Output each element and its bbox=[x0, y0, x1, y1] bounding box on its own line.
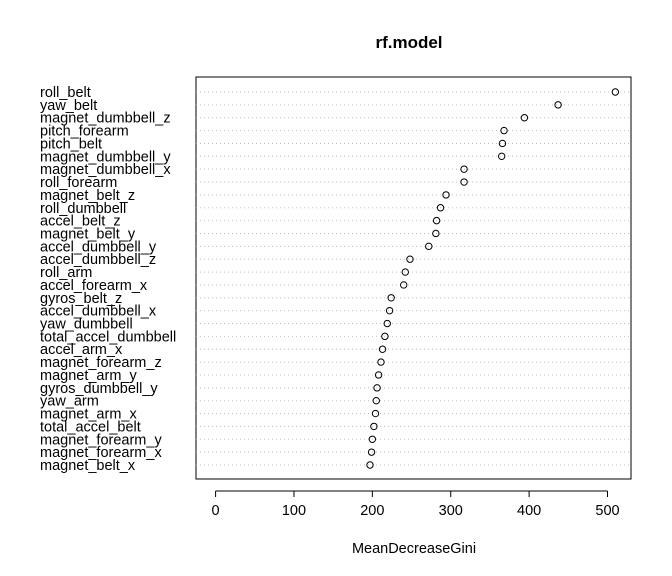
x-tick-label: 500 bbox=[595, 503, 619, 519]
x-tick-label: 0 bbox=[212, 503, 220, 519]
data-point bbox=[374, 371, 383, 379]
variable-label: magnet_forearm_x bbox=[40, 445, 162, 461]
grid-lines bbox=[196, 91, 631, 466]
x-tick-label: 200 bbox=[360, 503, 384, 519]
data-point bbox=[387, 294, 395, 302]
x-axis-label: MeanDecreaseGini bbox=[352, 541, 476, 557]
data-point bbox=[373, 384, 381, 392]
variable-label: yaw_belt bbox=[40, 98, 97, 114]
variable-label: accel_dumbbell_x bbox=[40, 304, 157, 320]
plot-frame bbox=[195, 76, 632, 480]
data-point bbox=[370, 422, 378, 431]
data-point bbox=[500, 126, 508, 135]
data-point bbox=[385, 306, 394, 315]
data-point bbox=[366, 461, 374, 469]
x-tick-label: 100 bbox=[282, 503, 306, 519]
variable-label: total_accel_dumbbell bbox=[40, 329, 176, 345]
variable-label: roll_arm bbox=[40, 265, 92, 281]
data-point bbox=[406, 255, 414, 263]
data-point bbox=[381, 332, 389, 341]
data-point bbox=[372, 396, 380, 405]
variable-label: magnet_forearm_z bbox=[40, 355, 162, 371]
variable-label: pitch_belt bbox=[40, 136, 102, 152]
data-point bbox=[400, 281, 408, 289]
variable-label: magnet_belt_x bbox=[40, 458, 136, 474]
variable-labels: roll_beltyaw_beltmagnet_dumbbell_zpitch_… bbox=[40, 85, 176, 474]
variable-label: roll_belt bbox=[40, 85, 91, 101]
data-point bbox=[520, 114, 529, 122]
data-point bbox=[425, 242, 433, 251]
data-point bbox=[497, 152, 506, 161]
x-tick-label: 300 bbox=[439, 503, 463, 519]
variable-label: gyros_belt_z bbox=[40, 291, 122, 307]
data-point bbox=[368, 435, 377, 443]
data-point bbox=[432, 229, 440, 238]
x-tick-label: 400 bbox=[517, 503, 541, 519]
data-point bbox=[432, 216, 441, 225]
variable-label: magnet_arm_y bbox=[40, 368, 137, 384]
variable-label: magnet_belt_z bbox=[40, 188, 135, 204]
data-points bbox=[366, 88, 620, 469]
data-point bbox=[383, 319, 391, 328]
x-axis: 0 100 200 300 400 500 bbox=[212, 490, 620, 519]
variable-label: magnet_forearm_y bbox=[40, 432, 162, 448]
variable-label: pitch_forearm bbox=[40, 124, 129, 140]
data-point bbox=[401, 268, 409, 276]
variable-label: magnet_dumbbell_x bbox=[40, 162, 171, 178]
variable-label: accel_arm_x bbox=[40, 342, 123, 358]
variable-label: magnet_dumbbell_y bbox=[40, 149, 171, 165]
data-point bbox=[460, 165, 468, 173]
chart-title: rf.model bbox=[375, 33, 442, 52]
data-point bbox=[498, 139, 507, 148]
variable-label: magnet_arm_x bbox=[40, 407, 137, 423]
data-point bbox=[460, 178, 468, 186]
data-point bbox=[371, 409, 380, 418]
variable-label: yaw_dumbbell bbox=[40, 317, 133, 333]
variable-label: roll_dumbbell bbox=[40, 201, 126, 217]
variable-label: gyros_dumbbell_y bbox=[40, 381, 158, 397]
data-point bbox=[436, 204, 445, 212]
data-point bbox=[377, 358, 385, 366]
data-point bbox=[554, 101, 562, 109]
variable-label: roll_forearm bbox=[40, 175, 117, 191]
variable-label: accel_forearm_x bbox=[40, 278, 148, 294]
data-point bbox=[367, 448, 376, 456]
variable-label: yaw_arm bbox=[40, 394, 99, 410]
variable-label: accel_belt_z bbox=[40, 214, 121, 230]
variable-label: accel_dumbbell_y bbox=[40, 239, 157, 255]
data-point bbox=[611, 88, 620, 96]
variable-label: magnet_belt_y bbox=[40, 226, 136, 242]
data-point bbox=[442, 191, 450, 199]
variable-label: total_accel_belt bbox=[40, 419, 141, 435]
variable-label: magnet_dumbbell_z bbox=[40, 111, 171, 127]
data-point bbox=[378, 345, 387, 353]
variable-label: accel_dumbbell_z bbox=[40, 252, 156, 268]
